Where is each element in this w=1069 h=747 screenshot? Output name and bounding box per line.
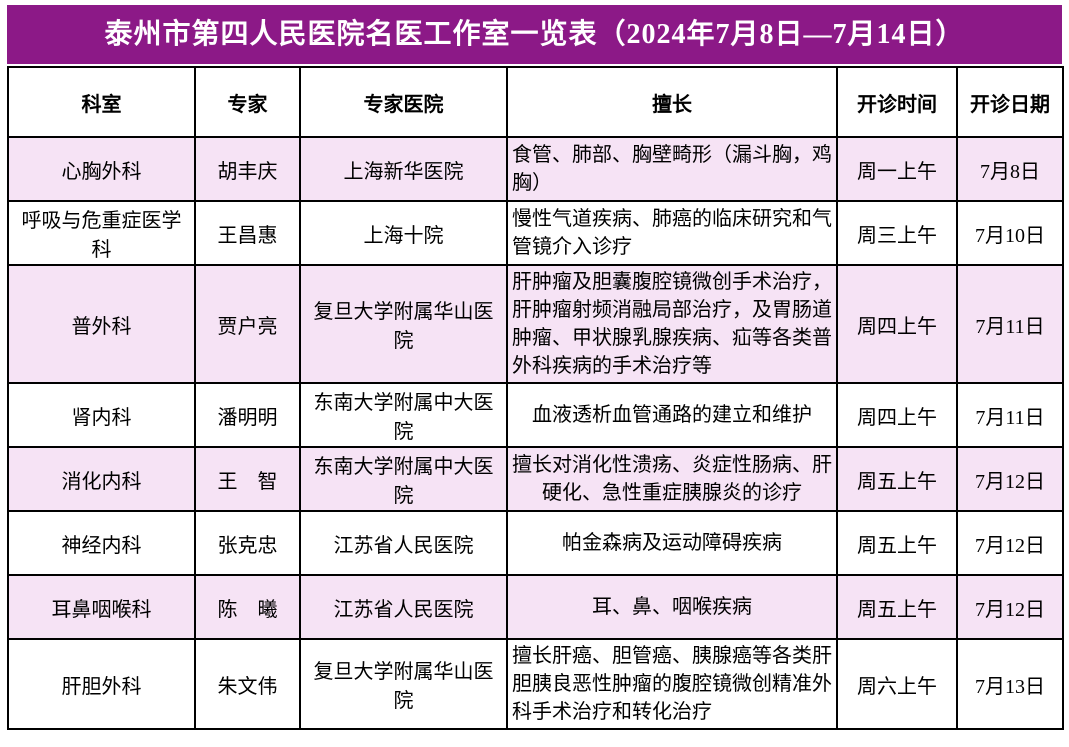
date-cell: 7月12日 <box>956 574 1064 640</box>
specialty-cell: 血液透析血管通路的建立和维护 <box>506 382 838 448</box>
dept-cell: 肾内科 <box>7 382 196 448</box>
time-cell: 周五上午 <box>836 510 958 576</box>
hospital-cell: 东南大学附属中大医院 <box>299 382 508 448</box>
date-cell: 7月11日 <box>956 382 1064 448</box>
time-cell: 周三上午 <box>836 200 958 266</box>
specialty-cell: 帕金森病及运动障碍疾病 <box>506 510 838 576</box>
table-row: 肾内科 潘明明 东南大学附属中大医院 血液透析血管通路的建立和维护 周四上午 7… <box>7 382 1064 448</box>
specialty-cell: 慢性气道疾病、肺癌的临床研究和气管镜介入诊疗 <box>506 200 838 266</box>
table-row: 耳鼻咽喉科 陈 曦 江苏省人民医院 耳、鼻、咽喉疾病 周五上午 7月12日 <box>7 574 1064 640</box>
expert-cell: 陈 曦 <box>194 574 301 640</box>
expert-cell: 张克忠 <box>194 510 301 576</box>
expert-cell: 王 智 <box>194 446 301 512</box>
col-header-hospital: 专家医院 <box>299 66 508 138</box>
hospital-cell: 江苏省人民医院 <box>299 574 508 640</box>
table-row: 心胸外科 胡丰庆 上海新华医院 食管、肺部、胸壁畸形（漏斗胸，鸡胸） 周一上午 … <box>7 136 1064 202</box>
dept-cell: 消化内科 <box>7 446 196 512</box>
dept-cell: 心胸外科 <box>7 136 196 202</box>
hospital-cell: 复旦大学附属华山医院 <box>299 638 508 730</box>
specialty-cell: 耳、鼻、咽喉疾病 <box>506 574 838 640</box>
time-cell: 周五上午 <box>836 446 958 512</box>
dept-cell: 神经内科 <box>7 510 196 576</box>
date-cell: 7月12日 <box>956 510 1064 576</box>
time-cell: 周六上午 <box>836 638 958 730</box>
dept-cell: 肝胆外科 <box>7 638 196 730</box>
expert-cell: 贾户亮 <box>194 264 301 384</box>
hospital-cell: 江苏省人民医院 <box>299 510 508 576</box>
time-cell: 周四上午 <box>836 382 958 448</box>
table-row: 普外科 贾户亮 复旦大学附属华山医院 肝肿瘤及胆囊腹腔镜微创手术治疗，肝肿瘤射频… <box>7 264 1064 384</box>
table-row: 神经内科 张克忠 江苏省人民医院 帕金森病及运动障碍疾病 周五上午 7月12日 <box>7 510 1064 576</box>
header-row: 科室 专家 专家医院 擅长 开诊时间 开诊日期 <box>7 66 1064 138</box>
dept-cell: 耳鼻咽喉科 <box>7 574 196 640</box>
hospital-cell: 东南大学附属中大医院 <box>299 446 508 512</box>
hospital-cell: 上海十院 <box>299 200 508 266</box>
hospital-cell: 复旦大学附属华山医院 <box>299 264 508 384</box>
col-header-specialty: 擅长 <box>506 66 838 138</box>
date-cell: 7月12日 <box>956 446 1064 512</box>
expert-cell: 潘明明 <box>194 382 301 448</box>
col-header-date: 开诊日期 <box>956 66 1064 138</box>
expert-cell: 朱文伟 <box>194 638 301 730</box>
table-row: 肝胆外科 朱文伟 复旦大学附属华山医院 擅长肝癌、胆管癌、胰腺癌等各类肝胆胰良恶… <box>7 638 1064 730</box>
table-title: 泰州市第四人民医院名医工作室一览表（2024年7月8日—7月14日） <box>7 5 1062 64</box>
time-cell: 周五上午 <box>836 574 958 640</box>
dept-cell: 呼吸与危重症医学科 <box>7 200 196 266</box>
table-row: 消化内科 王 智 东南大学附属中大医院 擅长对消化性溃疡、炎症性肠病、肝硬化、急… <box>7 446 1064 512</box>
specialty-cell: 食管、肺部、胸壁畸形（漏斗胸，鸡胸） <box>506 136 838 202</box>
specialty-cell: 擅长肝癌、胆管癌、胰腺癌等各类肝胆胰良恶性肿瘤的腹腔镜微创精准外科手术治疗和转化… <box>506 638 838 730</box>
col-header-expert: 专家 <box>194 66 301 138</box>
specialty-cell: 擅长对消化性溃疡、炎症性肠病、肝硬化、急性重症胰腺炎的诊疗 <box>506 446 838 512</box>
dept-cell: 普外科 <box>7 264 196 384</box>
date-cell: 7月13日 <box>956 638 1064 730</box>
table-header: 科室 专家 专家医院 擅长 开诊时间 开诊日期 <box>7 66 1064 138</box>
expert-cell: 胡丰庆 <box>194 136 301 202</box>
time-cell: 周一上午 <box>836 136 958 202</box>
date-cell: 7月10日 <box>956 200 1064 266</box>
time-cell: 周四上午 <box>836 264 958 384</box>
col-header-time: 开诊时间 <box>836 66 958 138</box>
schedule-table: 科室 专家 专家医院 擅长 开诊时间 开诊日期 心胸外科 胡丰庆 上海新华医院 … <box>7 66 1064 730</box>
table-body: 心胸外科 胡丰庆 上海新华医院 食管、肺部、胸壁畸形（漏斗胸，鸡胸） 周一上午 … <box>7 136 1064 730</box>
col-header-dept: 科室 <box>7 66 196 138</box>
table-row: 呼吸与危重症医学科 王昌惠 上海十院 慢性气道疾病、肺癌的临床研究和气管镜介入诊… <box>7 200 1064 266</box>
date-cell: 7月11日 <box>956 264 1064 384</box>
specialty-cell: 肝肿瘤及胆囊腹腔镜微创手术治疗，肝肿瘤射频消融局部治疗，及胃肠道肿瘤、甲状腺乳腺… <box>506 264 838 384</box>
page-container: 泰州市第四人民医院名医工作室一览表（2024年7月8日—7月14日） 科室 专家… <box>7 5 1064 730</box>
hospital-cell: 上海新华医院 <box>299 136 508 202</box>
date-cell: 7月8日 <box>956 136 1064 202</box>
expert-cell: 王昌惠 <box>194 200 301 266</box>
